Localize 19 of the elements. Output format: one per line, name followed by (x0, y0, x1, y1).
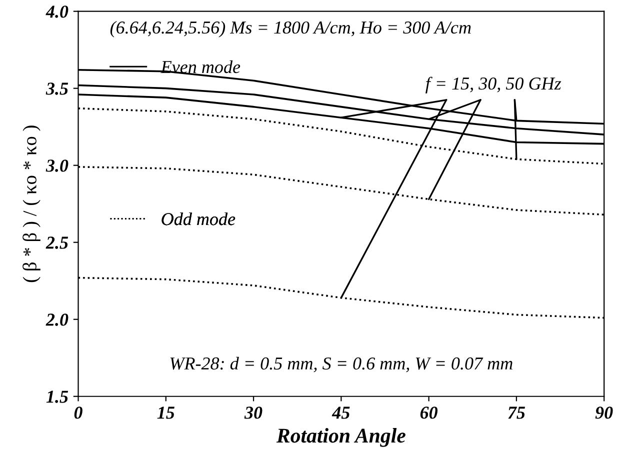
y-tick-label: 3.5 (46, 82, 68, 95)
x-tick-label: 45 (332, 406, 350, 419)
x-tick-label: 60 (420, 406, 438, 419)
y-tick-label: 2.0 (46, 314, 68, 326)
annotation: WR-28: d = 0.5 mm, S = 0.6 mm, W = 0.07 mm (170, 356, 512, 372)
x-tick-label: 15 (157, 406, 174, 419)
x-axis-title: Rotation Angle (276, 428, 406, 447)
y-tick-label: 3.0 (46, 160, 68, 172)
x-tick-label: 0 (74, 406, 82, 419)
y-tick-label: 1.5 (46, 390, 68, 403)
y-tick-label: 4.0 (46, 6, 68, 18)
y-tick-label: 2.5 (46, 236, 68, 249)
x-tick-label: 30 (244, 406, 262, 419)
x-tick-label: 75 (508, 406, 526, 419)
x-tick-label: 90 (595, 406, 613, 419)
annotation: (6.64,6.24,5.56) Ms = 1800 A/cm, Ho = 300 A/cm (110, 20, 471, 38)
annotation: f = 15, 30, 50 GHz (426, 76, 562, 94)
y-axis-title: ( β * β ) / ( κo * κo ) (22, 126, 40, 282)
legend-label: Odd mode (162, 212, 236, 226)
